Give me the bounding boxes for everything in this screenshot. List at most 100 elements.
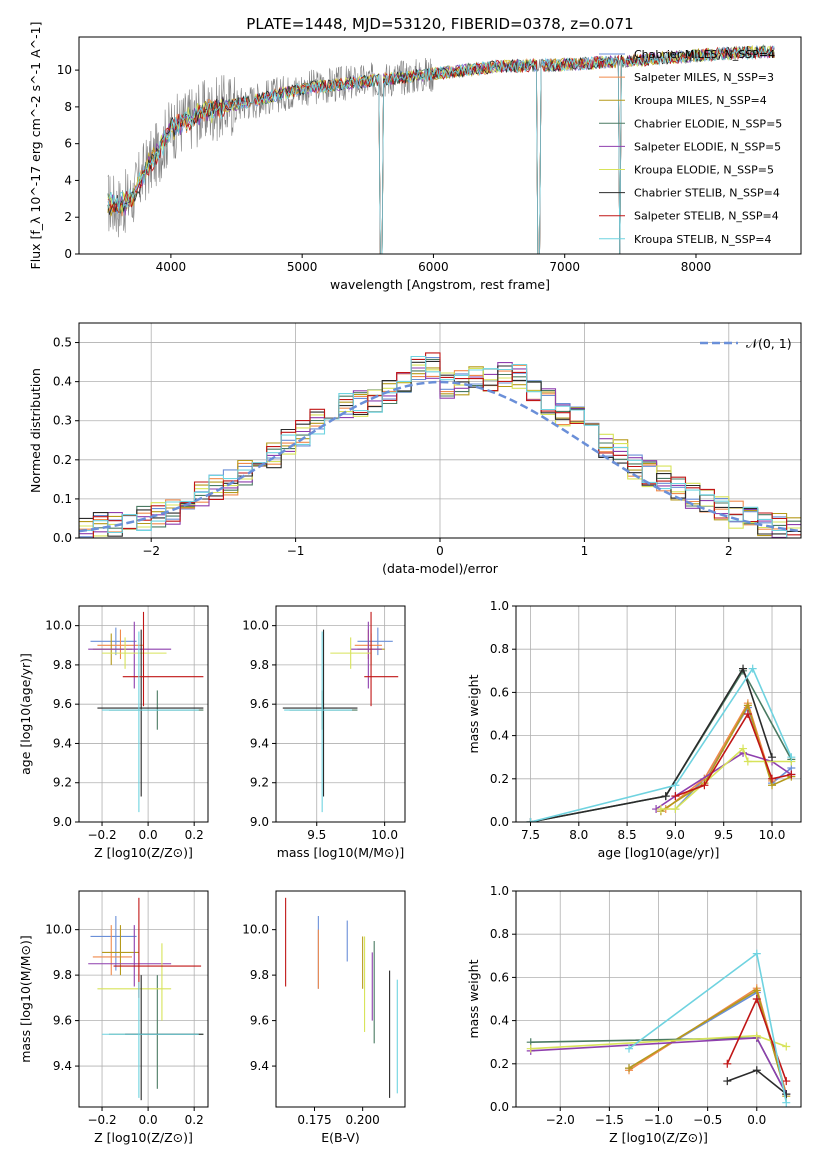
y-axis-label: Normed distribution [28,368,43,493]
plot-area [526,664,796,822]
y-tick-label: 9.2 [250,776,269,790]
y-axis-label: mass weight [466,674,481,753]
y-tick-label: 0 [64,247,72,261]
mass-weight-point [782,1077,791,1086]
x-tick-label: 7000 [549,260,580,274]
legend-entry: Kroupa ELODIE, N_SSP=5 [634,164,774,177]
y-tick-label: 9.0 [53,815,72,829]
y-tick-label: 0.6 [490,685,509,699]
mass-weight-point [752,949,761,958]
y-tick-label: 9.0 [250,815,269,829]
y-tick-label: 9.4 [250,736,269,750]
legend-entry: Chabrier MILES, N_SSP=4 [634,48,775,61]
x-axis-label: (data-model)/error [382,561,499,576]
y-tick-label: 0.2 [490,1057,509,1071]
mass-weight-point [656,805,665,814]
y-tick-label: 2 [64,210,72,224]
mass-weight-point [743,701,752,710]
mass-vs-EBV-panel: 0.175 0.200 9.4 9.6 9.8 10.0 E(B-V) [242,890,406,1145]
y-tick-label: 8 [64,100,72,114]
mass-weight-point [723,1077,732,1086]
y-tick-label: 0.2 [53,453,72,467]
y-tick-label: 0.8 [490,642,509,656]
y-tick-label: 0.0 [490,1100,509,1114]
axes-frame [78,36,802,255]
legend-entry: Salpeter MILES, N_SSP=3 [634,71,774,84]
x-axis-label: Z [log10(Z/Z⊙)] [94,845,193,860]
y-tick-label: 0.0 [490,815,509,829]
x-axis-label: E(B-V) [321,1130,360,1145]
y-tick-label: 0.4 [490,729,509,743]
x-tick-label: 8.5 [618,828,637,842]
mass-weight-point [782,1098,791,1107]
y-tick-label: 0.6 [490,970,509,984]
y-tick-label: 9.8 [250,968,269,982]
mass-weight-point [671,792,680,801]
mass-weight-point [768,753,777,762]
plot-area [107,44,775,254]
mass-weight-point [787,770,796,779]
legend-entry: Chabrier ELODIE, N_SSP=5 [634,117,782,130]
y-tick-label: 9.8 [250,658,269,672]
residual-histogram-step [79,355,801,538]
mass-weight-point [661,792,670,801]
normal-reference-curve [79,380,801,533]
x-tick-label: 0.2 [185,828,204,842]
mass-weight-point [752,986,761,995]
plot-area [79,352,801,538]
x-tick-label: 9.0 [666,828,685,842]
residuals-panel: −2 −1 0 1 2 0.0 0.1 0.2 0.3 0.4 0.5 (data-model)/er… [28,322,802,576]
y-tick-label: 10.0 [242,619,269,633]
y-tick-label: 9.6 [250,1014,269,1028]
mass-weight-point [671,805,680,814]
x-axis-label: wavelength [Angstrom, rest frame] [330,277,550,292]
age-vs-mass-panel: 9.5 10.0 9.0 9.2 9.4 9.6 9.8 10.0 mass [log10(M/… [242,605,406,860]
massweight-vs-Z-panel: −2.0 −1.5 −1.0 −0.5 0.0 0.0 0.2 0.4 0.6 0.8 1.0 Z [… [466,884,802,1145]
x-tick-label: −0.2 [87,1113,116,1127]
y-tick-label: 0.4 [490,1014,509,1028]
spectrum-legend: Chabrier MILES, N_SSP=4 Salpeter MILES, N… [599,48,782,246]
x-axis-label: Z [log10(Z/Z⊙)] [609,1130,708,1145]
x-tick-label: −1.5 [595,1113,624,1127]
y-tick-label: 6 [64,137,72,151]
residual-histogram-step [79,352,801,538]
x-tick-label: −2.0 [546,1113,575,1127]
mass-weight-point [700,781,709,790]
x-tick-label: −0.2 [87,828,116,842]
plot-area [88,897,204,1101]
y-tick-label: 9.6 [53,1014,72,1028]
mass-weight-point [625,1064,634,1073]
y-tick-label: 9.4 [250,1059,269,1073]
axes-frame [275,890,406,1108]
y-tick-label: 10.0 [242,923,269,937]
x-tick-label: 0.0 [139,828,158,842]
plot-area [285,897,398,1098]
age-vs-Z-panel: −0.2 0.0 0.2 9.0 9.2 9.4 9.6 9.8 10.0 Z [log10(Z/… [18,605,209,860]
axes-frame [78,890,209,1108]
mass-weight-series-line [530,669,793,822]
x-tick-label: 10.0 [759,828,786,842]
legend-entry: Chabrier STELIB, N_SSP=4 [634,187,780,200]
x-tick-label: 8000 [681,260,712,274]
x-tick-label: −1 [287,544,305,558]
x-tick-label: −1.0 [644,1113,673,1127]
axes-frame [78,605,209,823]
plot-area [282,611,399,813]
mass-weight-point [782,1042,791,1051]
y-tick-label: 0.4 [53,375,72,389]
x-tick-label: 0 [436,544,444,558]
y-tick-label: 0.1 [53,492,72,506]
x-tick-label: 0.0 [139,1113,158,1127]
y-axis-label: age [log10(age/yr)] [18,653,33,775]
y-axis-label: mass weight [466,959,481,1038]
y-axis-label: mass [log10(M/M⊙)] [18,935,33,1063]
y-tick-label: 1.0 [490,599,509,613]
y-tick-label: 9.4 [53,736,72,750]
mass-weight-point [739,664,748,673]
y-tick-label: 1.0 [490,884,509,898]
plot-area [526,949,791,1107]
y-axis-label: Flux [f_λ 10^-17 erg cm^-2 s^-1 A^-1] [28,22,43,270]
mass-weight-point [768,774,777,783]
y-tick-label: 0.3 [53,414,72,428]
x-tick-label: 7.5 [521,828,540,842]
